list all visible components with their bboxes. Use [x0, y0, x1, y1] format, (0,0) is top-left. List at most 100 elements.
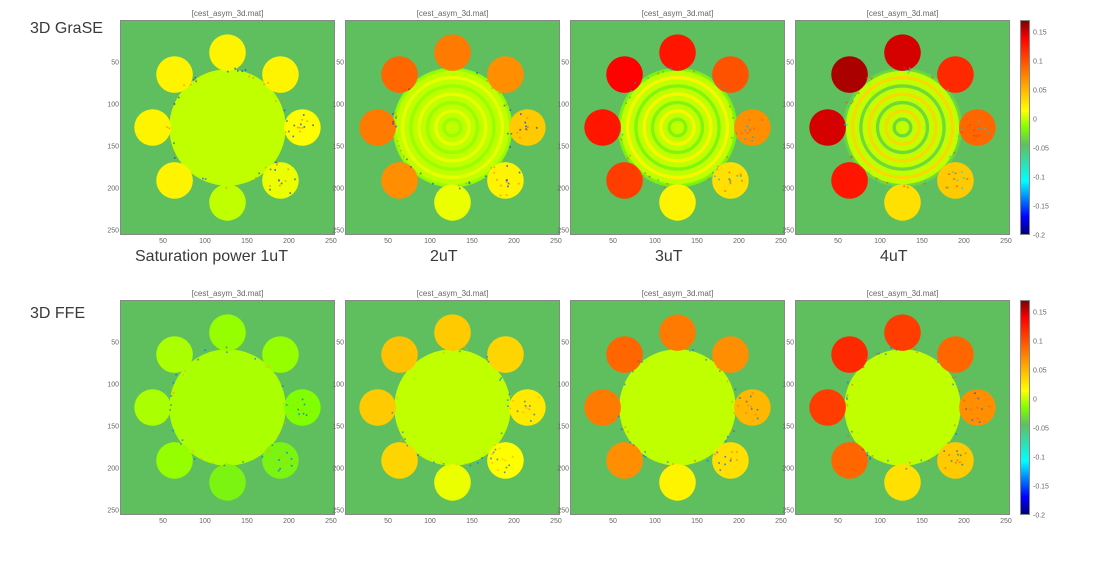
- vial-4: [884, 464, 921, 501]
- edge-noise: [644, 451, 646, 453]
- colorbar-tick: 0.1: [1033, 338, 1043, 345]
- edge-noise: [283, 403, 285, 405]
- noise-speckle: [729, 172, 731, 174]
- plot-ffe-3uT: [cest_asym_3d.mat]5010015020025050100150…: [570, 300, 785, 515]
- x-tick: 50: [159, 238, 167, 245]
- noise-speckle: [753, 128, 755, 130]
- vial-0: [434, 34, 471, 71]
- edge-noise: [639, 170, 641, 172]
- noise-speckle: [963, 400, 965, 402]
- x-tick: 200: [958, 518, 970, 525]
- edge-noise: [404, 438, 406, 440]
- edge-noise: [954, 425, 956, 427]
- edge-noise: [625, 102, 627, 104]
- vial-7: [156, 56, 193, 93]
- edge-noise: [464, 463, 466, 465]
- edge-noise: [850, 103, 852, 105]
- edge-noise: [716, 169, 718, 171]
- colorbar-tick: 0.05: [1033, 367, 1047, 374]
- colorbar-tick: 0: [1033, 396, 1037, 403]
- vial-2: [734, 389, 771, 426]
- edge-noise: [470, 465, 472, 467]
- noise-speckle: [960, 455, 962, 457]
- vial-0: [659, 314, 696, 351]
- edge-noise: [443, 463, 445, 465]
- noise-speckle: [948, 454, 950, 456]
- noise-speckle: [959, 461, 961, 463]
- y-tick: 100: [105, 381, 119, 388]
- edge-noise: [491, 453, 493, 455]
- edge-noise: [169, 409, 171, 411]
- edge-noise: [172, 430, 174, 432]
- edge-noise: [420, 173, 422, 175]
- edge-noise: [876, 180, 878, 182]
- vial-6: [134, 389, 171, 426]
- edge-noise: [502, 441, 504, 443]
- edge-noise: [887, 460, 889, 462]
- edge-noise: [197, 359, 199, 361]
- edge-noise: [726, 156, 728, 158]
- edge-noise: [667, 183, 669, 185]
- noise-speckle: [276, 164, 278, 166]
- noise-speckle: [508, 464, 510, 466]
- edge-noise: [958, 135, 960, 137]
- edge-noise: [395, 117, 397, 119]
- noise-speckle: [956, 185, 958, 187]
- noise-speckle: [286, 452, 288, 454]
- x-tick: 50: [834, 238, 842, 245]
- plot-ffe-4uT: [cest_asym_3d.mat]5010015020025050100150…: [795, 300, 1010, 515]
- vial-5: [156, 162, 193, 199]
- edge-noise: [630, 90, 632, 92]
- edge-noise: [662, 71, 664, 73]
- x-tick: 150: [241, 238, 253, 245]
- edge-noise: [224, 465, 226, 467]
- noise-speckle: [269, 189, 271, 191]
- noise-speckle: [291, 458, 293, 460]
- edge-noise: [265, 167, 267, 169]
- noise-speckle: [965, 408, 967, 410]
- noise-speckle: [505, 460, 507, 462]
- edge-noise: [419, 453, 421, 455]
- x-tick: 250: [550, 518, 562, 525]
- noise-speckle: [955, 172, 957, 174]
- edge-noise: [397, 427, 399, 429]
- x-tick: 100: [424, 238, 436, 245]
- x-tick: 50: [384, 238, 392, 245]
- vial-6: [359, 389, 396, 426]
- edge-noise: [679, 66, 681, 68]
- column-label-2uT: 2uT: [430, 248, 458, 266]
- edge-noise: [848, 105, 850, 107]
- edge-noise: [170, 404, 172, 406]
- edge-noise: [662, 465, 664, 467]
- edge-noise: [667, 461, 669, 463]
- noise-speckle: [306, 414, 308, 416]
- noise-speckle: [718, 462, 720, 464]
- noise-speckle: [491, 462, 493, 464]
- edge-noise: [710, 358, 712, 360]
- edge-noise: [641, 361, 643, 363]
- noise-speckle: [512, 400, 514, 402]
- noise-speckle: [304, 126, 306, 128]
- vial-1: [262, 56, 299, 93]
- noise-speckle: [286, 462, 288, 464]
- y-tick: 250: [780, 507, 794, 514]
- noise-speckle: [746, 401, 748, 403]
- noise-speckle: [291, 465, 293, 467]
- noise-speckle: [757, 418, 759, 420]
- noise-speckle: [976, 135, 978, 137]
- edge-noise: [920, 460, 922, 462]
- noise-speckle: [730, 460, 732, 462]
- edge-noise: [397, 140, 399, 142]
- edge-noise: [241, 70, 243, 72]
- edge-noise: [846, 124, 848, 126]
- noise-speckle: [985, 128, 987, 130]
- noise-speckle: [955, 462, 957, 464]
- edge-noise: [432, 183, 434, 185]
- edge-noise: [481, 457, 483, 459]
- edge-noise: [644, 172, 646, 174]
- edge-noise: [712, 172, 714, 174]
- x-tick: 100: [424, 518, 436, 525]
- edge-noise: [234, 68, 236, 70]
- edge-noise: [392, 113, 394, 115]
- edge-noise: [717, 166, 719, 168]
